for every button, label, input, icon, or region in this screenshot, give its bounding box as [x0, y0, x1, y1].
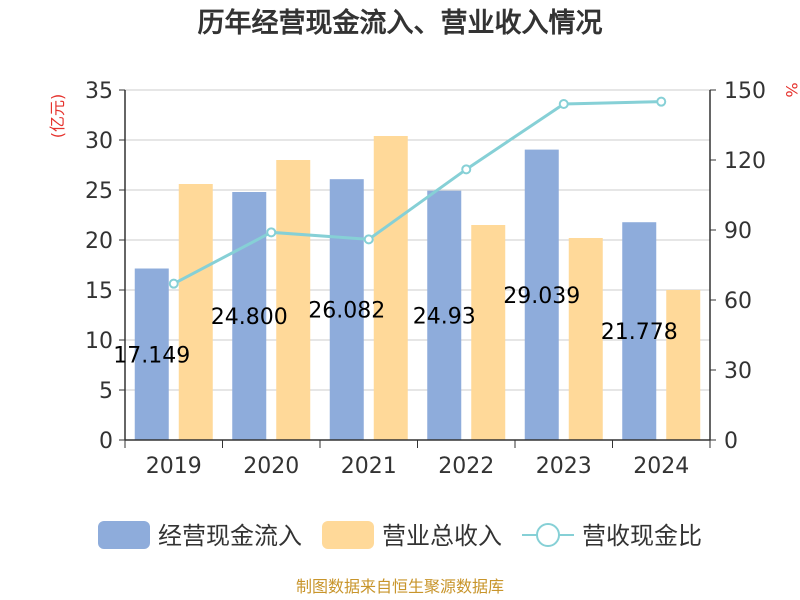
bar-cash-inflow [622, 222, 657, 440]
bar-cash-inflow [329, 179, 364, 440]
bar-revenue [276, 160, 311, 440]
y-tick-label: 15 [85, 279, 113, 304]
x-tick-label: 2021 [341, 454, 397, 479]
x-tick-label: 2019 [146, 454, 202, 479]
y-axis-label: (亿元) [48, 94, 67, 139]
data-label: 24.800 [211, 305, 288, 330]
y2-tick-label: 150 [724, 79, 766, 104]
legend-swatch [98, 521, 150, 549]
bar-revenue [666, 290, 701, 440]
y-tick-label: 20 [85, 229, 113, 254]
data-labels-group: 17.149 24.800 26.082 24.93 29.039 21.778 [113, 284, 677, 368]
y-tick-label: 30 [85, 129, 113, 154]
legend-label: 营收现金比 [582, 522, 702, 550]
legend-label: 营业总收入 [382, 522, 502, 550]
bar-revenue [568, 238, 603, 440]
x-tick-label: 2020 [243, 454, 299, 479]
data-label: 26.082 [308, 299, 385, 324]
bar-cash-inflow [524, 149, 559, 441]
ratio-point [363, 234, 374, 245]
bar-revenue [471, 225, 506, 440]
y-tick-label: 0 [99, 429, 113, 454]
ratio-point [461, 164, 472, 175]
y2-tick-label: 30 [724, 359, 752, 384]
legend-swatch [322, 521, 374, 549]
ratio-point [266, 227, 277, 238]
grid-lines [125, 89, 710, 391]
bar-revenue [178, 184, 213, 440]
y2-tick-label: 0 [724, 429, 738, 454]
bar-cash-inflow [427, 190, 462, 440]
y-tick-label: 10 [85, 329, 113, 354]
line-series-group [168, 96, 667, 289]
legend: 经营现金流入 营业总收入 营收现金比 [98, 521, 702, 550]
bars-group [134, 136, 701, 441]
x-tick-label: 2022 [438, 454, 494, 479]
x-tick-label: 2023 [536, 454, 592, 479]
bar-cash-inflow [232, 192, 267, 440]
data-label: 17.149 [113, 343, 190, 368]
y-tick-label: 5 [99, 379, 113, 404]
axes-group: 0 5 10 15 20 25 30 35 0 30 60 90 120 150 2019 2020 2021 2… [85, 79, 766, 479]
ratio-line [173, 100, 662, 285]
data-label: 21.778 [601, 320, 678, 345]
ratio-point [558, 99, 569, 109]
x-tick-label: 2024 [633, 454, 689, 479]
y2-axis-label: % [782, 82, 800, 97]
bar-revenue [373, 136, 408, 440]
ratio-point [168, 278, 179, 289]
y-tick-label: 35 [85, 79, 113, 104]
y2-tick-label: 90 [724, 219, 752, 244]
source-note: 制图数据来自恒生聚源数据库 [296, 577, 504, 596]
data-label: 29.039 [503, 284, 580, 309]
legend-marker [536, 523, 560, 547]
y2-tick-label: 120 [724, 149, 766, 174]
bar-cash-inflow [134, 268, 169, 440]
y-tick-label: 25 [85, 179, 113, 204]
ratio-point [656, 96, 667, 107]
legend-label: 经营现金流入 [158, 522, 302, 550]
y2-tick-label: 60 [724, 289, 752, 314]
data-label: 24.93 [413, 304, 476, 329]
chart-title: 历年经营现金流入、营业收入情况 [198, 7, 603, 39]
